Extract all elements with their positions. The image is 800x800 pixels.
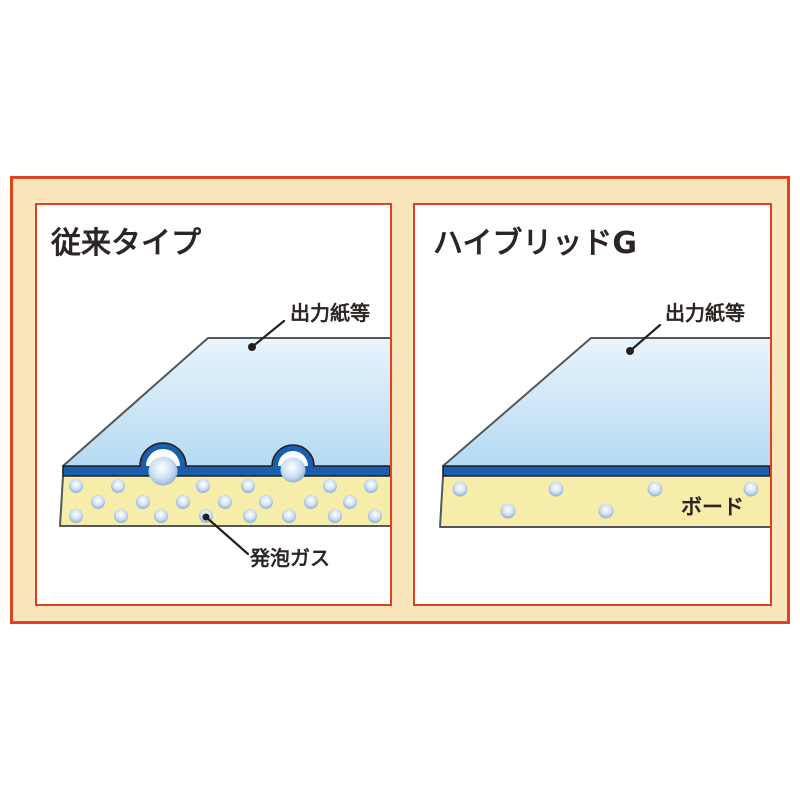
- paper-sheet-edge: [442, 337, 770, 467]
- foam-board-edge: [439, 475, 770, 528]
- gas-bubble-icon: [598, 503, 614, 519]
- gas-bubble-icon: [69, 509, 83, 523]
- gas-bubble-icon: [136, 495, 150, 509]
- foam-board: [439, 475, 770, 528]
- panel-title: 従来タイプ: [50, 226, 202, 261]
- panel-title: ハイブリッドG: [433, 226, 637, 261]
- pointer-dot: [248, 343, 256, 351]
- foam-board-face: [440, 476, 770, 527]
- gas-bubble-icon: [647, 481, 663, 497]
- gas-bubble-icon: [364, 479, 378, 493]
- gas-bubble-icon: [259, 495, 273, 509]
- gas-label: 発泡ガス: [249, 546, 330, 570]
- paper-callout: 出力紙等: [626, 301, 745, 355]
- pointer-dot: [626, 347, 634, 355]
- escaping-gas-bubble-icon: [146, 449, 180, 486]
- panel-hybrid-g: ハイブリッドG 出力紙等 ボード: [413, 203, 772, 606]
- bubble-sphere: [280, 457, 306, 483]
- adhesive-layer: [62, 442, 390, 477]
- hybrid-g-diagram: ハイブリッドG 出力紙等 ボード: [433, 226, 770, 528]
- conventional-diagram: 従来タイプ: [50, 226, 390, 570]
- foam-board-edge: [59, 475, 390, 527]
- gas-bubble-icon: [304, 495, 318, 509]
- gas-bubble-icon: [243, 509, 257, 523]
- gas-bubble-icon: [111, 479, 125, 493]
- gas-bubbles: [452, 481, 759, 519]
- gas-bubbles: [69, 479, 382, 523]
- gas-callout: 発泡ガス: [202, 513, 330, 570]
- escaping-gas-bubble-icon: [278, 451, 308, 483]
- gas-bubble-icon: [452, 481, 468, 497]
- pointer-line: [250, 319, 286, 349]
- paper-label: 出力紙等: [290, 301, 370, 325]
- gas-bubble-icon: [743, 481, 759, 497]
- gas-bubble-icon: [548, 481, 564, 497]
- gas-bubble-icon: [328, 509, 342, 523]
- gas-bubble-icon: [91, 495, 105, 509]
- gas-bubble-icon: [176, 495, 190, 509]
- paper-sheet-face: [443, 338, 770, 466]
- paper-sheet: [442, 337, 770, 467]
- paper-callout: 出力紙等: [248, 301, 370, 351]
- gas-bubble-icon: [218, 495, 232, 509]
- paper-sheet-edge: [62, 337, 390, 467]
- paper-sheet-face: [63, 338, 390, 466]
- gas-bubble-icon: [154, 509, 168, 523]
- adhesive-layer: [442, 465, 770, 477]
- gas-bubble-icon: [196, 479, 210, 493]
- gas-bubble-icon: [343, 495, 357, 509]
- diagram-frame: 従来タイプ: [10, 176, 790, 624]
- gas-bubble-icon: [282, 509, 296, 523]
- pointer-line: [204, 515, 250, 556]
- gas-bubble-icon: [114, 509, 128, 523]
- panel-conventional: 従来タイプ: [35, 203, 392, 606]
- paper-sheet: [62, 337, 390, 467]
- pointer-dot: [202, 513, 210, 521]
- pointer-line: [628, 323, 662, 353]
- paper-label: 出力紙等: [665, 301, 745, 325]
- gas-bubble-icon: [323, 479, 337, 493]
- gas-bubble-icon: [500, 503, 516, 519]
- gas-bubble-icon: [241, 479, 255, 493]
- board-label: ボード: [681, 495, 744, 519]
- bubble-sphere: [148, 456, 178, 486]
- gas-bubble-icon: [368, 509, 382, 523]
- gas-bubble-icon: [69, 479, 83, 493]
